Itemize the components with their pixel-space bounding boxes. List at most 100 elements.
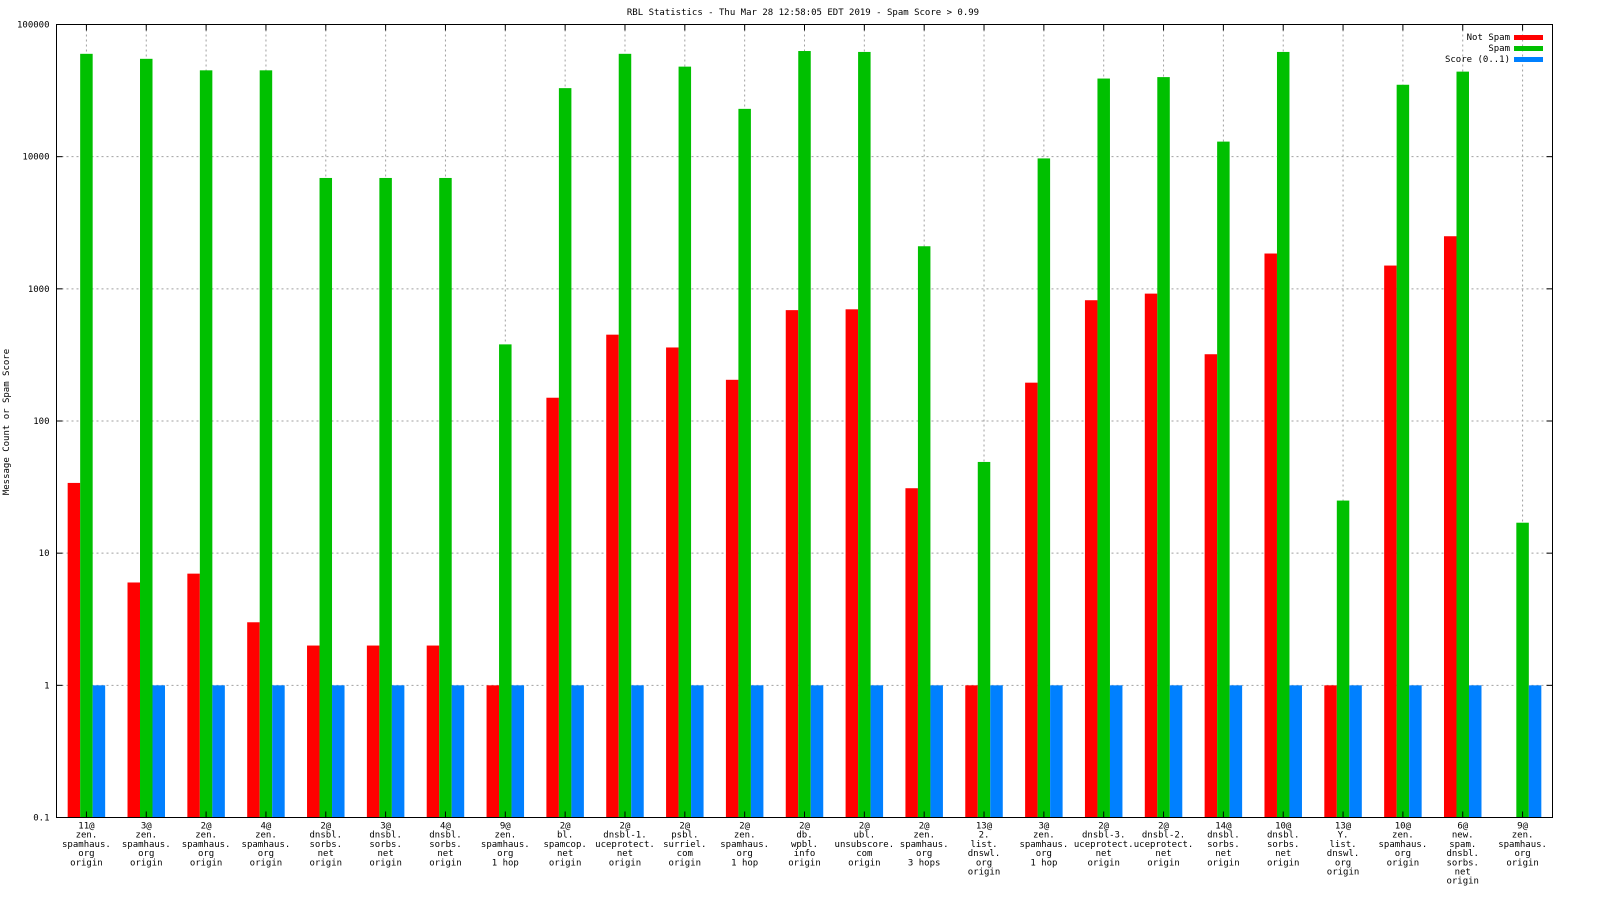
bar-not-spam: [67, 482, 81, 818]
bar-score-0-1: [870, 685, 884, 818]
bar-spam: [319, 177, 333, 818]
bar-not-spam: [486, 685, 500, 818]
x-tick-label: 4@ dnsbl. sorbs. net origin: [429, 822, 462, 869]
x-tick-label: 13@ Y. list. dnswl. org origin: [1327, 822, 1360, 878]
bar-spam: [1097, 78, 1110, 818]
bar-spam: [1217, 141, 1230, 818]
bar-spam: [259, 70, 273, 818]
bar-score-0-1: [1468, 685, 1482, 818]
bar-score-0-1: [631, 685, 644, 818]
bar-score-0-1: [1289, 685, 1302, 818]
bar-score-0-1: [1050, 685, 1063, 818]
bar-not-spam: [606, 334, 619, 818]
x-tick-label: 14@ dnsbl. sorbs. net origin: [1207, 822, 1240, 869]
y-tick-label: 100000: [17, 21, 50, 31]
bar-spam: [678, 66, 692, 818]
bar-score-0-1: [332, 685, 345, 818]
bar-score-0-1: [92, 685, 106, 818]
bar-not-spam: [1324, 685, 1337, 818]
bar-not-spam: [905, 488, 918, 818]
bar-spam: [558, 88, 572, 818]
bar-not-spam: [785, 310, 799, 818]
bar-not-spam: [546, 397, 559, 818]
bar-score-0-1: [1528, 685, 1542, 818]
bar-spam: [917, 246, 931, 818]
bar-not-spam: [1025, 382, 1038, 818]
x-tick-label: 3@ zen. spamhaus. org origin: [122, 822, 171, 869]
bar-spam: [1396, 84, 1410, 818]
bar-score-0-1: [1229, 685, 1243, 818]
x-tick-label: 2@ dnsbl-2. uceprotect. net origin: [1134, 822, 1194, 869]
legend-swatch: [1514, 46, 1543, 51]
y-tick-label: 1000: [28, 285, 50, 295]
legend-label: Not Spam: [1467, 33, 1510, 43]
bar-spam: [1276, 51, 1290, 818]
bar-not-spam: [307, 645, 320, 818]
bar-spam: [977, 461, 991, 818]
bar-score-0-1: [1109, 685, 1123, 818]
bar-spam: [1456, 71, 1469, 818]
y-tick-label: 0.1: [33, 814, 49, 824]
x-tick-label: 2@ bl. spamcop. net origin: [543, 822, 586, 869]
x-tick-label: 2@ dnsbl. sorbs. net origin: [310, 822, 343, 869]
x-tick-label: 6@ new. spam. dnsbl. sorbs. net origin: [1446, 822, 1479, 887]
x-tick-label: 2@ dnsbl-1. uceprotect. net origin: [595, 822, 655, 869]
bar-score-0-1: [810, 685, 824, 818]
x-tick-label: 3@ zen. spamhaus. org 1 hop: [1019, 822, 1068, 869]
bar-not-spam: [1084, 300, 1098, 818]
y-tick-label: 1: [44, 681, 49, 691]
bar-score-0-1: [1349, 685, 1362, 818]
bar-spam: [1037, 158, 1051, 818]
bar-score-0-1: [152, 685, 166, 818]
x-tick-label: 10@ dnsbl. sorbs. net origin: [1267, 822, 1300, 869]
x-tick-label: 2@ zen. spamhaus. org origin: [182, 822, 231, 869]
bar-score-0-1: [750, 685, 764, 818]
y-axis-label: Message Count or Spam Score: [2, 349, 12, 495]
bar-score-0-1: [212, 685, 225, 818]
bar-spam: [379, 177, 392, 818]
bar-score-0-1: [691, 685, 704, 818]
bar-score-0-1: [571, 685, 584, 818]
bar-spam: [1516, 522, 1529, 818]
bar-not-spam: [1144, 293, 1158, 818]
bar-not-spam: [1264, 253, 1277, 818]
y-tick-label: 100: [33, 417, 49, 427]
legend-swatch: [1514, 57, 1543, 62]
bar-spam: [798, 51, 811, 818]
bar-not-spam: [666, 347, 679, 818]
bar-spam: [80, 53, 93, 818]
bar-not-spam: [725, 379, 739, 818]
bar-not-spam: [366, 645, 380, 818]
bar-spam: [618, 53, 632, 818]
x-tick-label: 2@ dnsbl-3. uceprotect. net origin: [1074, 822, 1134, 869]
bar-spam: [1157, 77, 1170, 818]
bar-not-spam: [1384, 265, 1397, 818]
bar-not-spam: [247, 622, 260, 818]
bar-score-0-1: [391, 685, 405, 818]
x-tick-label: 2@ db. wpbl. info origin: [788, 822, 821, 869]
bar-not-spam: [1443, 236, 1457, 818]
x-tick-label: 9@ zen. spamhaus. org 1 hop: [481, 822, 530, 869]
bar-not-spam: [426, 645, 440, 818]
x-tick-label: 9@ zen. spamhaus. org origin: [1498, 822, 1547, 869]
bar-not-spam: [187, 573, 200, 818]
bar-score-0-1: [451, 685, 465, 818]
chart-title: RBL Statistics - Thu Mar 28 12:58:05 EDT…: [627, 8, 979, 18]
bar-score-0-1: [272, 685, 285, 818]
bar-spam: [1336, 500, 1350, 818]
plot-frame: [56, 24, 1553, 818]
bar-score-0-1: [1169, 685, 1183, 818]
bar-score-0-1: [1409, 685, 1422, 818]
bar-spam: [199, 70, 213, 818]
bar-spam: [439, 177, 452, 818]
x-tick-label: 2@ psbl. surriel. com origin: [663, 822, 706, 869]
bar-score-0-1: [930, 685, 943, 818]
bar-not-spam: [127, 582, 141, 818]
x-tick-label: 2@ ubl. unsubscore. com origin: [835, 822, 895, 869]
bar-not-spam: [1204, 354, 1218, 818]
y-tick-label: 10: [39, 549, 50, 559]
x-tick-label: 10@ zen. spamhaus. org origin: [1379, 822, 1428, 869]
